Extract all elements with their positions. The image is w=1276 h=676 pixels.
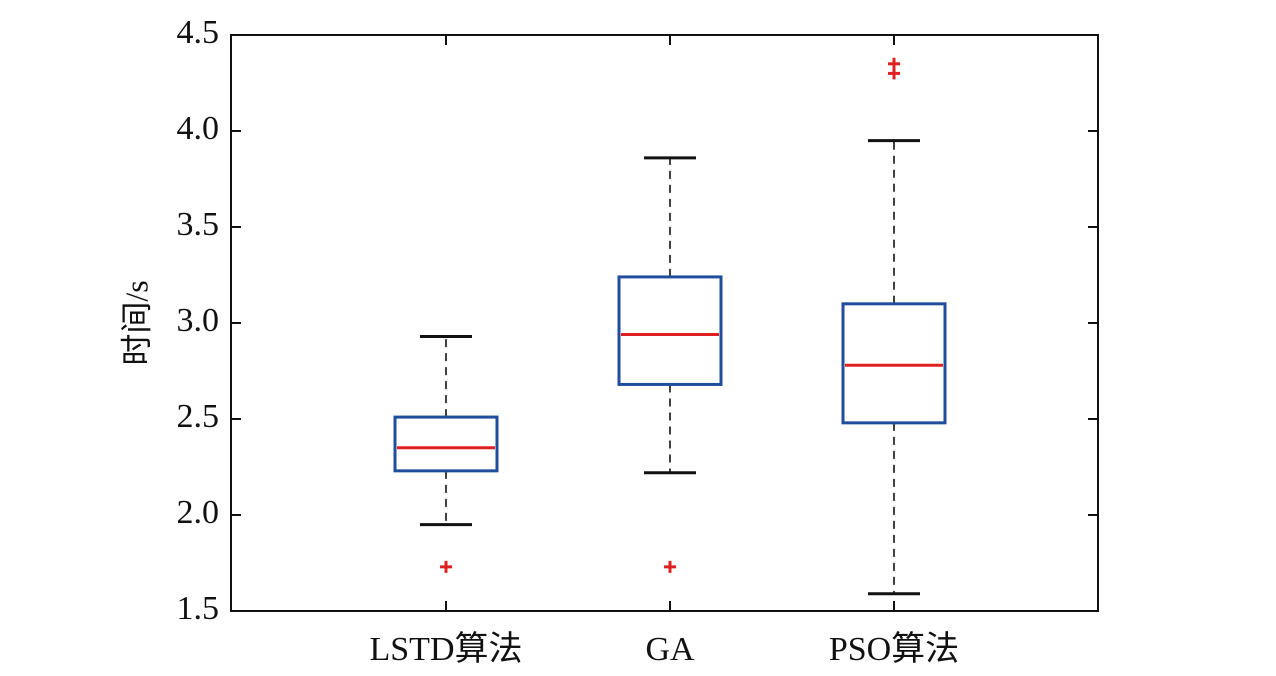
- y-tick-label: 4.5: [177, 14, 220, 51]
- y-tick-label: 1.5: [177, 590, 220, 627]
- box-group: [617, 156, 723, 573]
- x-category-label: PSO算法: [829, 630, 959, 668]
- y-axis: 1.5 2.0 2.5 3.0 3.5 4.0 4.5: [177, 14, 1098, 627]
- y-tick-label: 4.0: [177, 110, 220, 147]
- box-group: [841, 57, 947, 596]
- x-axis: LSTD算法 GA PSO算法: [370, 35, 959, 668]
- interquartile-box: [841, 302, 947, 425]
- boxes: [393, 57, 947, 596]
- y-tick-label: 2.5: [177, 398, 220, 435]
- y-tick-label: 3.5: [177, 206, 220, 243]
- x-category-label: LSTD算法: [370, 630, 523, 668]
- box-group: [393, 334, 499, 573]
- y-axis-label: 时间/s: [118, 280, 154, 365]
- x-category-label: GA: [645, 631, 695, 668]
- y-tick-label: 2.0: [177, 494, 220, 531]
- y-tick-label: 3.0: [177, 302, 220, 339]
- interquartile-box: [393, 415, 499, 473]
- interquartile-box: [617, 275, 723, 386]
